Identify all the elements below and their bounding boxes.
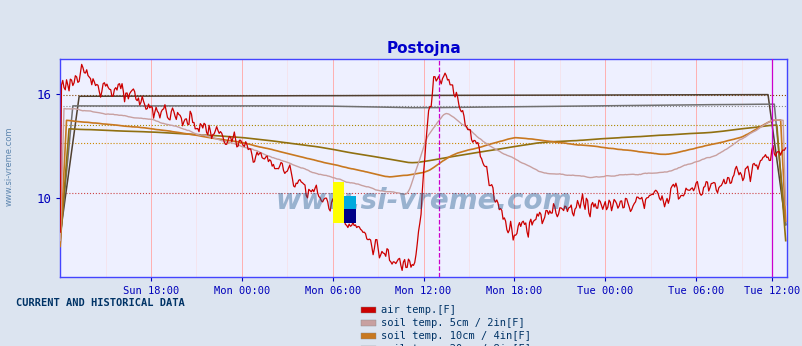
Text: air temp.[F]: air temp.[F] xyxy=(380,305,455,315)
Text: soil temp. 5cm / 2in[F]: soil temp. 5cm / 2in[F] xyxy=(380,318,524,328)
Text: soil temp. 20cm / 8in[F]: soil temp. 20cm / 8in[F] xyxy=(380,344,530,346)
Text: www.si-vreme.com: www.si-vreme.com xyxy=(5,126,14,206)
Text: soil temp. 10cm / 4in[F]: soil temp. 10cm / 4in[F] xyxy=(380,331,530,341)
Bar xyxy=(333,182,344,223)
Title: Postojna: Postojna xyxy=(386,41,460,56)
Bar xyxy=(344,196,355,223)
Bar xyxy=(344,209,355,223)
Text: www.si-vreme.com: www.si-vreme.com xyxy=(275,186,571,215)
Text: CURRENT AND HISTORICAL DATA: CURRENT AND HISTORICAL DATA xyxy=(16,298,184,308)
